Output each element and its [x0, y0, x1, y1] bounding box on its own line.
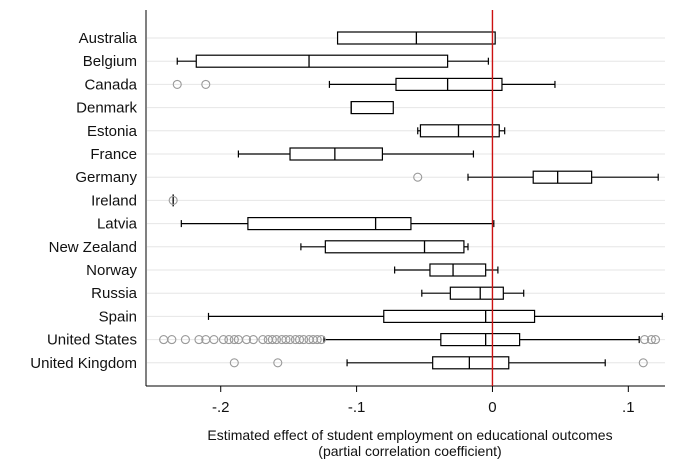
outlier-point: [180, 335, 190, 345]
y-category-label: United Kingdom: [30, 355, 137, 372]
box-united-kingdom: [229, 356, 648, 370]
outlier-point: [650, 335, 661, 345]
box-iqr: [395, 77, 503, 92]
x-axis-title-line1: Estimated effect of student employment o…: [207, 427, 612, 443]
y-category-label: France: [90, 146, 137, 163]
box-norway: [394, 263, 499, 277]
outlier-point: [224, 335, 234, 345]
box-russia: [421, 286, 525, 300]
x-axis-title-line2: (partial correlation coefficient): [318, 443, 501, 459]
box-iqr: [247, 217, 412, 231]
x-ticks: -.2 -.1 0 .1: [212, 386, 635, 416]
outlier-point: [209, 335, 219, 345]
outlier-point: [312, 335, 322, 345]
outlier-point: [258, 335, 268, 345]
y-category-label: Australia: [79, 30, 138, 47]
outlier-point: [271, 335, 281, 345]
outlier-point: [646, 335, 656, 345]
y-category-label: Denmark: [76, 100, 137, 117]
box-spain: [207, 309, 663, 323]
y-category-label: Belgium: [83, 53, 137, 70]
outlier-point: [194, 335, 204, 345]
box-iqr: [289, 147, 384, 161]
outlier-point: [640, 335, 650, 345]
y-category-labels: Australia Belgium Canada Denmark Estonia Fran…: [30, 30, 137, 372]
x-tick-label: .1: [622, 399, 635, 416]
outlier-point: [172, 79, 182, 89]
boxes: [159, 31, 663, 370]
x-tick-label: 0: [488, 399, 496, 416]
box-new-zealand: [300, 240, 469, 254]
outlier-point: [638, 358, 648, 368]
outlier-point: [248, 335, 258, 345]
outlier-point: [201, 79, 211, 89]
box-iqr: [532, 170, 593, 184]
box-canada: [172, 77, 556, 92]
box-iqr: [440, 333, 521, 347]
box-iqr: [195, 54, 449, 68]
box-iqr: [419, 124, 500, 138]
outlier-point: [413, 172, 423, 182]
outlier-point: [273, 358, 283, 368]
box-belgium: [176, 54, 489, 68]
outlier-point: [241, 335, 252, 345]
box-latvia: [180, 217, 495, 231]
box-iqr: [324, 240, 465, 254]
box-iqr: [350, 100, 394, 115]
box-iqr: [383, 309, 536, 323]
box-estonia: [417, 124, 506, 138]
y-category-label: Norway: [86, 262, 137, 279]
box-ireland: [168, 194, 178, 207]
x-tick-label: -.1: [348, 399, 366, 416]
y-category-label: New Zealand: [49, 239, 137, 256]
y-category-label: United States: [47, 332, 137, 349]
y-category-label: Latvia: [97, 216, 138, 233]
outlier-point: [267, 335, 277, 345]
box-iqr: [449, 286, 504, 300]
outlier-point: [316, 335, 326, 345]
outlier-point: [285, 335, 295, 345]
box-iqr: [432, 356, 510, 370]
box-germany: [413, 170, 659, 184]
y-category-label: Germany: [75, 169, 137, 186]
box-france: [237, 147, 475, 161]
y-category-label: Spain: [99, 308, 137, 325]
outlier-point: [229, 335, 239, 345]
y-category-label: Russia: [91, 285, 138, 302]
x-tick-label: -.2: [212, 399, 230, 416]
y-category-label: Canada: [84, 76, 137, 93]
y-category-label: Estonia: [87, 123, 138, 140]
outlier-point: [167, 335, 177, 345]
box-australia: [336, 31, 496, 45]
outlier-point: [281, 335, 291, 345]
outlier-point: [299, 335, 309, 345]
outlier-point: [168, 195, 178, 205]
box-iqr: [429, 263, 487, 277]
y-category-label: Ireland: [91, 192, 137, 209]
box-denmark: [350, 100, 394, 115]
outlier-point: [229, 358, 239, 368]
outlier-point: [218, 335, 228, 345]
outlier-point: [294, 335, 305, 345]
box-united-states: [159, 333, 661, 347]
axes: [145, 10, 665, 387]
